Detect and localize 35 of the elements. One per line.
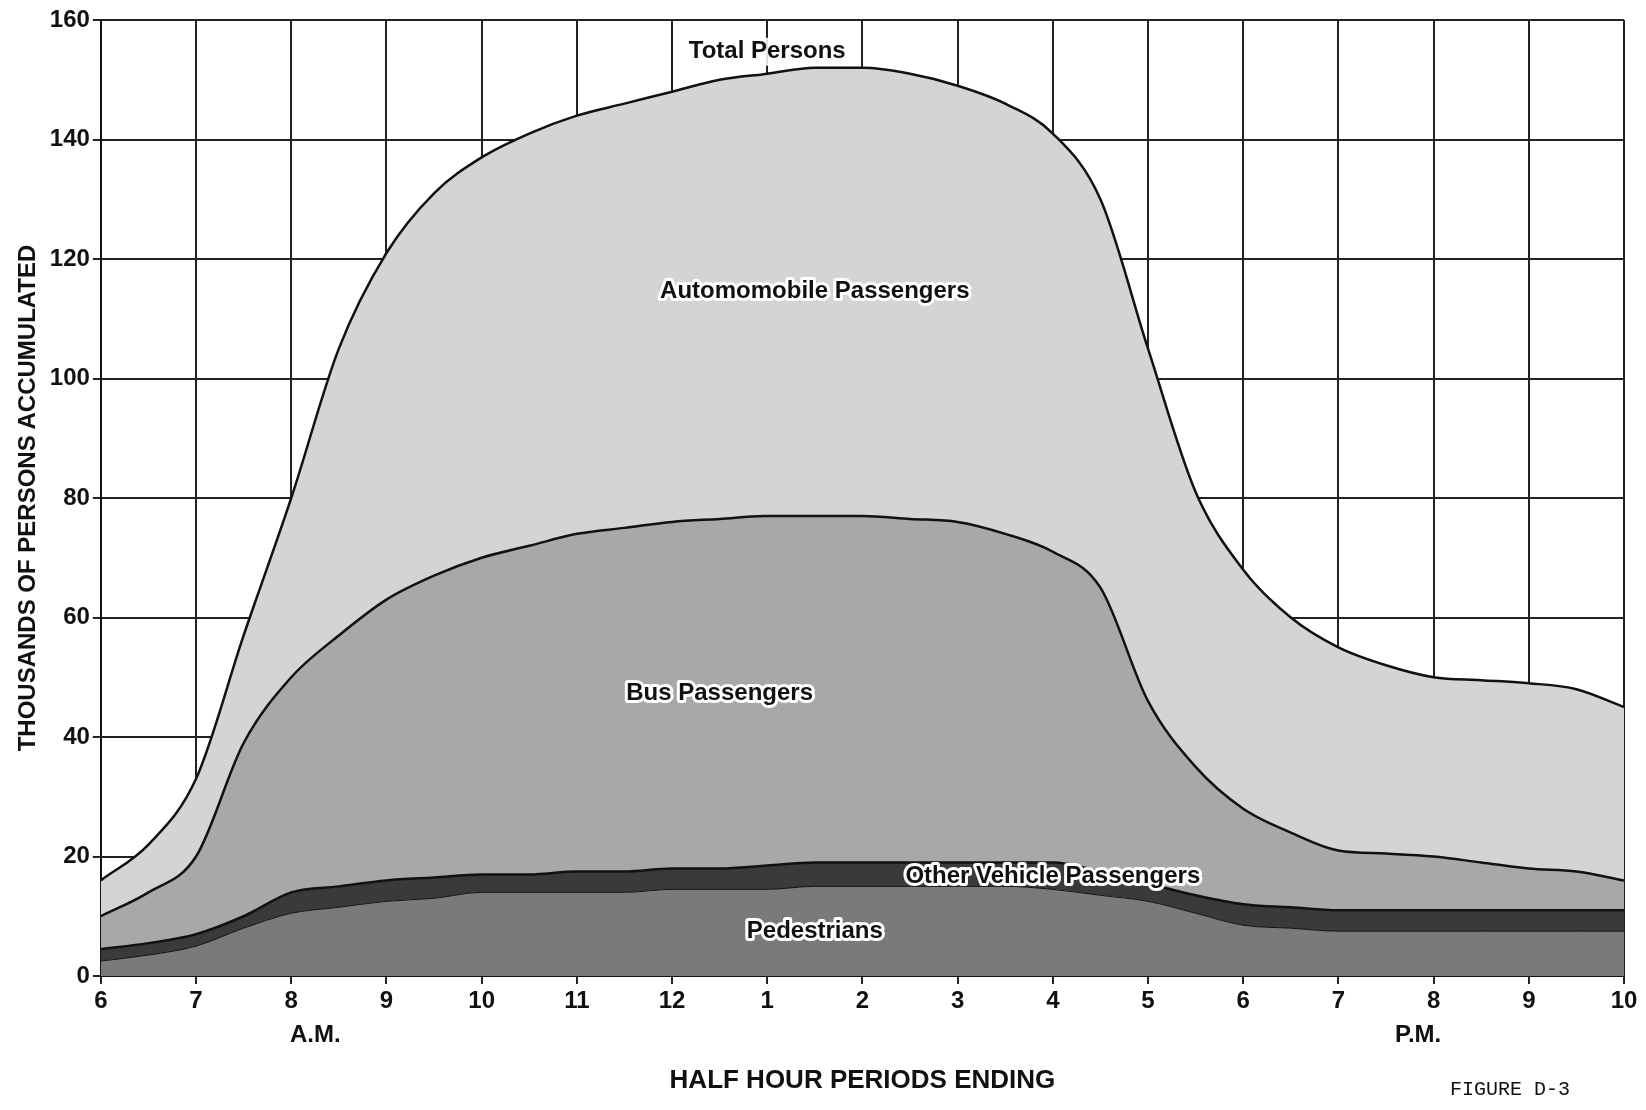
series-label: Automomobile Passengers xyxy=(660,276,970,304)
y-tick-label: 0 xyxy=(76,960,90,988)
text: P.M. xyxy=(1395,1020,1442,1048)
y-tick-label: 100 xyxy=(49,363,90,391)
x-axis-title: HALF HOUR PERIODS ENDING xyxy=(669,1063,1056,1094)
x-tick-label: 6 xyxy=(94,986,108,1014)
x-tick-label: 7 xyxy=(1331,986,1346,1014)
y-tick-label: 120 xyxy=(49,243,90,271)
x-tick-label: 1 xyxy=(760,986,774,1014)
y-tick-label: 60 xyxy=(63,602,90,630)
series-label: Pedestrians xyxy=(746,915,883,943)
annotation: Total Persons xyxy=(688,36,846,64)
x-tick-label: 2 xyxy=(855,986,870,1014)
x-tick-label: 7 xyxy=(189,986,203,1014)
y-tick-label: 40 xyxy=(63,721,90,749)
x-tick-label: 9 xyxy=(379,986,394,1014)
x-tick-label: 6 xyxy=(1236,986,1250,1014)
x-tick-label: 10 xyxy=(468,986,495,1014)
y-tick-label: 160 xyxy=(49,4,90,32)
series-label: Bus Passengers xyxy=(626,678,814,706)
text: A.M. xyxy=(290,1020,341,1048)
x-tick-label: 11 xyxy=(564,986,590,1014)
x-tick-label: 8 xyxy=(1426,986,1441,1014)
y-axis-title: THOUSANDS OF PERSONS ACCUMULATED xyxy=(13,244,41,752)
x-tick-label: 3 xyxy=(950,986,965,1014)
y-tick-label: 20 xyxy=(63,841,90,869)
y-tick-label: 140 xyxy=(49,124,90,152)
x-tick-label: 12 xyxy=(658,986,686,1014)
x-tick-label: 9 xyxy=(1522,986,1536,1014)
x-tick-label: 5 xyxy=(1141,986,1155,1014)
y-tick-label: 80 xyxy=(63,482,90,510)
x-tick-label: 4 xyxy=(1046,986,1061,1014)
text: FIGURE D-3 xyxy=(1450,1078,1571,1101)
x-tick-label: 10 xyxy=(1610,986,1638,1014)
x-tick-label: 8 xyxy=(284,986,298,1014)
